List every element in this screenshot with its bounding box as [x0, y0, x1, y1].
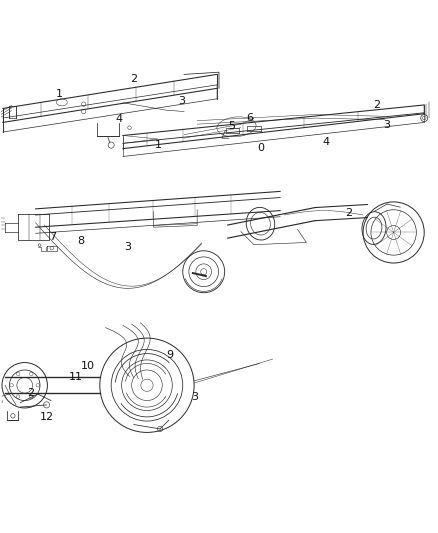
Text: 5: 5 — [229, 121, 236, 131]
Text: 8: 8 — [77, 236, 84, 246]
Text: 1: 1 — [154, 140, 161, 150]
Text: 10: 10 — [81, 361, 95, 371]
Text: 6: 6 — [246, 113, 253, 123]
Text: 0: 0 — [257, 143, 264, 153]
Text: 3: 3 — [384, 119, 391, 130]
Text: 4: 4 — [115, 114, 122, 124]
Text: 12: 12 — [39, 412, 53, 422]
Text: 2: 2 — [374, 100, 381, 110]
Text: 3: 3 — [191, 392, 198, 402]
Text: 4: 4 — [322, 137, 329, 147]
Text: 7: 7 — [49, 232, 57, 242]
Text: 1: 1 — [56, 89, 63, 99]
Text: 2: 2 — [346, 208, 353, 218]
Text: 11: 11 — [69, 372, 83, 382]
Text: 9: 9 — [166, 350, 173, 360]
Text: 3: 3 — [178, 96, 185, 107]
Text: 3: 3 — [124, 242, 131, 252]
Text: 2: 2 — [130, 74, 138, 84]
Text: 2: 2 — [27, 388, 34, 398]
